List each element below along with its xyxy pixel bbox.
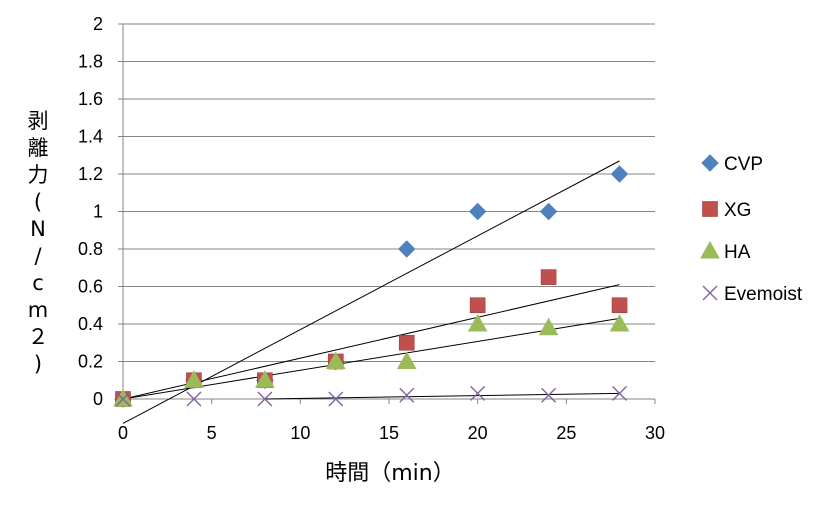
y-tick-label: 1 (93, 202, 103, 222)
legend-marker-cvp (701, 154, 719, 172)
trendline (122, 284, 620, 400)
data-point-ha (467, 313, 488, 332)
x-marker-stroke (541, 387, 557, 403)
x-tick-label: 30 (645, 423, 665, 443)
data-point-cvp (468, 202, 487, 221)
legend-label: XG (724, 200, 751, 221)
data-point-evemoist (541, 387, 557, 403)
data-point-xg (398, 334, 415, 351)
legend-label: CVP (724, 154, 763, 175)
trendline (264, 392, 620, 400)
y-axis-title-char: 剥 (28, 109, 49, 133)
data-point-evemoist (115, 391, 131, 407)
legend-marker-xg (702, 201, 718, 217)
axes (118, 23, 656, 404)
data-point-xg (540, 269, 557, 285)
data-point-evemoist (399, 387, 415, 403)
x-tick-labels: 0 5 10 15 20 25 30 (118, 423, 665, 443)
data-point-ha (113, 388, 133, 407)
y-tick-labels: 0 0.2 0.4 0.6 0.8 1 1.2 1.4 1.6 1.8 2 (78, 14, 103, 409)
legend-marker-evemoist (702, 285, 718, 301)
trendline (122, 317, 620, 400)
x-tick-label: 15 (379, 423, 399, 443)
data-point-ha (396, 351, 417, 369)
y-tick-label: 1.4 (78, 127, 103, 147)
data-points (113, 165, 630, 408)
x-marker-stroke (257, 391, 273, 407)
y-tick-label: 1.2 (78, 164, 103, 184)
y-tick-label: 0 (93, 389, 103, 409)
legend-marker-ha (700, 240, 720, 259)
y-axis-title-char: / (34, 244, 42, 268)
data-point-evemoist (612, 385, 628, 401)
x-tick-label: 20 (468, 423, 488, 443)
trendlines (122, 160, 620, 424)
data-point-evemoist (257, 391, 273, 407)
y-axis-title-char: c (32, 271, 44, 295)
x-marker-stroke (328, 391, 344, 407)
x-tick-label: 10 (290, 423, 310, 443)
data-point-ha (325, 351, 346, 369)
y-axis-title-char: ２ (28, 325, 49, 349)
data-point-ha (609, 313, 630, 332)
y-tick-label: 0.8 (78, 239, 103, 259)
x-marker-stroke (186, 391, 202, 407)
y-axis-title-char: m (28, 298, 48, 322)
y-tick-label: 0.2 (78, 352, 103, 372)
data-point-ha (184, 370, 204, 388)
data-point-cvp (398, 240, 416, 258)
y-axis-title-char: ) (34, 352, 42, 376)
legend-label: Evemoist (724, 284, 803, 305)
data-point-evemoist (328, 391, 344, 407)
data-point-evemoist (186, 391, 202, 407)
x-tick-label: 25 (556, 423, 576, 443)
legend: CVP XG HA Evemoist (700, 154, 803, 305)
x-marker-stroke (115, 391, 131, 407)
x-marker-stroke (470, 385, 486, 401)
data-point-cvp (610, 165, 629, 183)
x-tick-label: 0 (118, 423, 128, 443)
data-point-ha (538, 317, 559, 336)
y-axis-title-char: N (30, 217, 46, 241)
x-marker-stroke (702, 285, 718, 301)
y-tick-label: 0.4 (78, 314, 103, 334)
data-point-cvp (539, 202, 558, 221)
x-marker-stroke (399, 387, 415, 403)
legend-label: HA (724, 242, 751, 263)
x-tick-label: 5 (207, 423, 217, 443)
y-axis-title-char: 力 (28, 163, 49, 187)
x-marker-stroke (612, 385, 628, 401)
y-tick-label: 1.6 (78, 89, 103, 109)
y-axis-title-char: ( (34, 190, 42, 214)
gridlines (123, 23, 655, 362)
y-tick-label: 2 (93, 14, 103, 34)
y-tick-label: 0.6 (78, 277, 103, 297)
data-point-ha (255, 370, 275, 388)
y-axis-title-char: 離 (28, 136, 49, 160)
y-axis-title: 剥離力 ( N / cm ２) (28, 109, 49, 376)
data-point-xg (469, 297, 486, 314)
data-point-xg (611, 297, 628, 314)
x-axis-title: 時間（min） (325, 461, 455, 486)
y-tick-label: 1.8 (78, 52, 103, 72)
data-point-evemoist (470, 385, 486, 401)
